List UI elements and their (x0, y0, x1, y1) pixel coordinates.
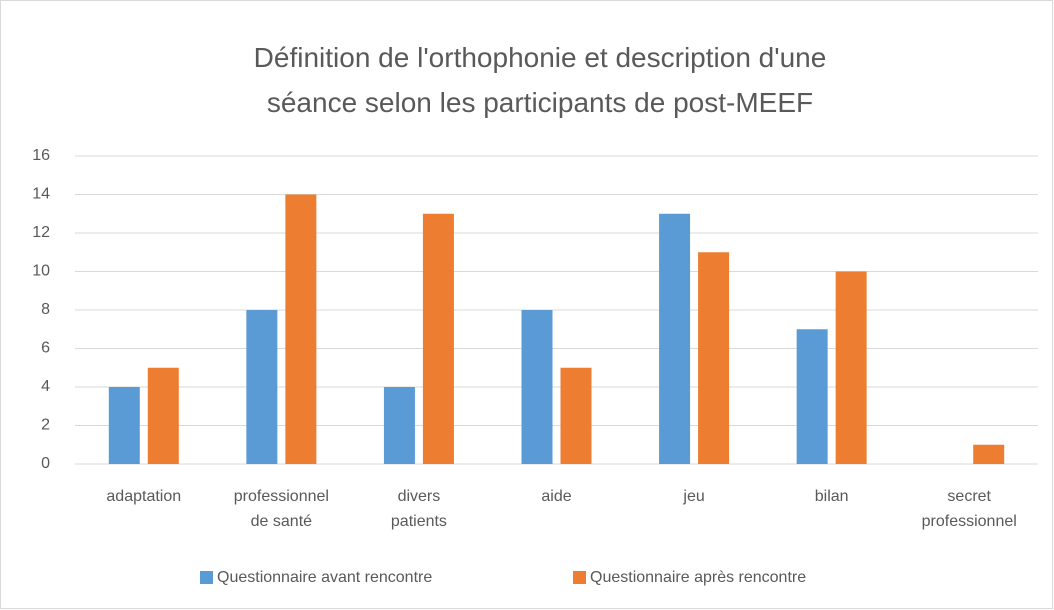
x-tick-label: jeu (682, 488, 704, 505)
bar (108, 387, 140, 464)
x-tick-label: bilan (815, 488, 849, 505)
legend-swatch (573, 571, 586, 584)
bar (246, 310, 278, 464)
bar (521, 310, 553, 464)
legend-label: Questionnaire avant rencontre (217, 569, 432, 586)
y-tick-label: 8 (41, 301, 50, 318)
bar (796, 329, 828, 464)
y-tick-label: 10 (32, 263, 50, 280)
x-tick-label: professionnel de santé (234, 488, 329, 530)
chart-title: Définition de l'orthophonie et descripti… (254, 42, 827, 118)
bar (422, 213, 454, 464)
y-tick-label: 6 (41, 340, 50, 357)
y-tick-label: 14 (32, 186, 50, 203)
bar (147, 367, 179, 464)
x-tick-label: divers patients (391, 488, 447, 530)
x-tick-label: secret professionnel (922, 488, 1017, 530)
bar (835, 271, 867, 464)
bar (383, 387, 415, 464)
bar (698, 252, 730, 464)
y-tick-label: 16 (32, 147, 50, 164)
y-tick-label: 2 (41, 417, 50, 434)
legend-label: Questionnaire après rencontre (590, 569, 806, 586)
x-tick-label: adaptation (106, 488, 181, 505)
bar (659, 213, 691, 464)
legend-swatch (200, 571, 213, 584)
bar (285, 194, 317, 464)
y-tick-label: 12 (32, 224, 50, 241)
bar (560, 367, 592, 464)
bar (973, 444, 1005, 464)
y-tick-label: 0 (41, 455, 50, 472)
y-tick-label: 4 (41, 378, 50, 395)
x-tick-label: aide (541, 488, 571, 505)
